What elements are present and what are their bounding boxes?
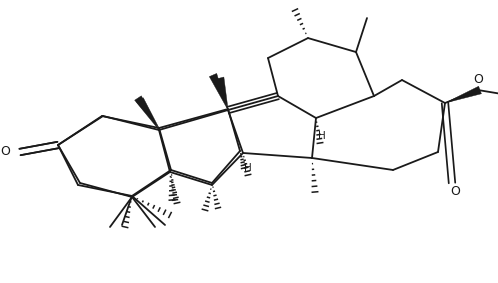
Polygon shape [134, 96, 159, 130]
Text: O: O [0, 145, 10, 158]
Text: H: H [244, 163, 252, 173]
Polygon shape [445, 86, 482, 103]
Text: O: O [450, 185, 460, 198]
Text: O: O [474, 72, 484, 85]
Text: H: H [318, 131, 326, 141]
Polygon shape [209, 74, 228, 110]
Polygon shape [216, 77, 228, 109]
Polygon shape [137, 98, 159, 128]
